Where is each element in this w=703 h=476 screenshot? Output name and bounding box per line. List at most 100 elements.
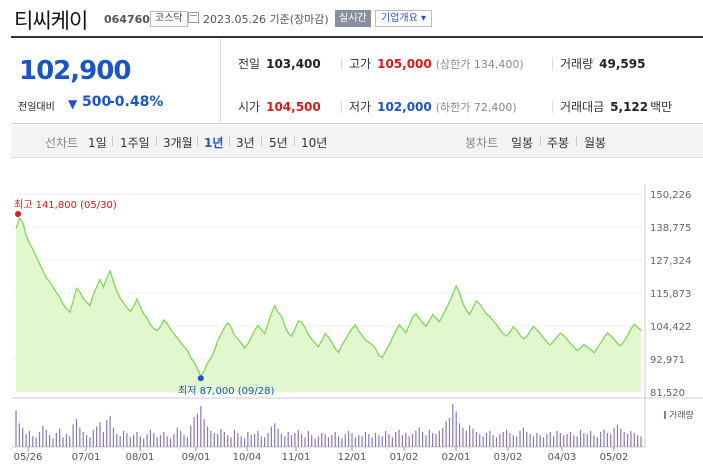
volume-bar <box>28 430 31 447</box>
volume-bar <box>479 434 481 447</box>
volume-bar <box>553 436 555 447</box>
volume-bar <box>502 431 504 447</box>
volume-bar <box>32 436 34 447</box>
volume-bar <box>200 406 202 447</box>
x-tick-label: 05/02 <box>600 452 629 463</box>
upper-limit: (상한가 134,400) <box>435 58 524 71</box>
volume-bar <box>274 423 276 447</box>
y-tick-label: 138,775 <box>650 223 691 234</box>
volume-legend-swatch <box>664 411 666 419</box>
volume-bar <box>448 417 451 447</box>
price-chart-svg[interactable]: 150,226 138,775 127,324 115,873 104,422 92,97… <box>0 160 703 476</box>
volume-bar <box>277 428 279 447</box>
volume-bar <box>516 436 518 447</box>
corp-info-dropdown[interactable]: 기업개요 ▾ <box>375 10 432 27</box>
high-value: 105,000 <box>377 57 432 71</box>
x-tick-label: 05/26 <box>14 452 43 463</box>
low-value: 102,000 <box>377 100 432 114</box>
volume-bar <box>620 428 622 447</box>
tab-weekly[interactable]: 주봉 <box>547 136 570 150</box>
tab-daily[interactable]: 일봉 <box>511 136 534 150</box>
volume-bar <box>193 416 195 447</box>
volume-bar <box>270 426 272 447</box>
volume-bar <box>294 433 296 447</box>
volume-bar <box>633 433 635 447</box>
volume-bar <box>583 433 585 447</box>
volume-bar <box>526 431 528 447</box>
volume-bar <box>22 427 24 447</box>
volume-bar <box>42 425 44 447</box>
tab-1day[interactable]: 1일 <box>88 136 107 150</box>
divider <box>540 136 541 146</box>
volume-bar <box>159 435 162 447</box>
volume-bar <box>586 434 588 447</box>
volume-bar <box>240 436 242 447</box>
volume-bar <box>522 427 524 447</box>
tab-monthly[interactable]: 월봉 <box>584 136 607 150</box>
volume-bar <box>112 427 115 447</box>
volume-bar <box>626 434 629 447</box>
x-tick-label: 09/01 <box>182 452 211 463</box>
volume-bar <box>156 437 158 447</box>
tab-1year[interactable]: 1년 <box>204 136 224 150</box>
stock-code: 064760 <box>104 13 150 26</box>
volume-bar <box>15 410 17 447</box>
open-value: 104,500 <box>266 100 321 114</box>
x-tick-label: 07/01 <box>72 452 101 463</box>
divider <box>552 58 553 70</box>
volume-bar <box>371 437 373 447</box>
quote-date: 2023.05.26 기준(장마감) <box>203 13 329 26</box>
volume-bar <box>391 437 393 447</box>
volume-bar <box>92 429 94 447</box>
volume-bar <box>49 435 51 447</box>
volume-bar <box>637 435 639 447</box>
volume-bar <box>563 435 565 447</box>
x-tick-label: 11/01 <box>282 452 311 463</box>
min-marker <box>197 375 204 382</box>
volume-bar <box>227 435 229 447</box>
volume-bar <box>529 434 531 447</box>
volume-bar <box>146 434 148 447</box>
volume-bar <box>163 431 165 447</box>
volume-bar <box>280 434 283 447</box>
divider <box>294 136 295 146</box>
tab-5year[interactable]: 5년 <box>269 136 288 150</box>
volume-bar <box>267 433 269 447</box>
volume-bar <box>593 435 595 447</box>
volume-bar <box>630 430 632 447</box>
volume-bar <box>475 431 477 447</box>
tab-3month[interactable]: 3개월 <box>163 136 193 150</box>
volume-bar <box>69 436 71 447</box>
open: 시가 104,500 <box>238 98 321 115</box>
tab-10year[interactable]: 10년 <box>301 136 328 150</box>
volume-bar <box>119 436 121 447</box>
volume-bar <box>79 427 81 447</box>
volume-bar <box>183 435 185 447</box>
volume-bar <box>425 435 427 447</box>
tab-1week[interactable]: 1주일 <box>120 136 150 150</box>
volume-bar <box>304 437 306 447</box>
volume-bar <box>606 433 608 447</box>
volume-legend: 거래량 <box>669 409 694 421</box>
volume-bar <box>290 435 293 447</box>
high-label: 고가 <box>349 57 372 71</box>
volume-bar <box>559 433 561 447</box>
min-label: 최저 87,000 (09/28) <box>178 385 274 397</box>
volume-bar <box>421 431 424 447</box>
tab-3year[interactable]: 3년 <box>236 136 255 150</box>
high: 고가 105,000 (상한가 134,400) <box>349 55 524 72</box>
low: 저가 102,000 (하한가 72,400) <box>349 98 517 115</box>
volume-bar <box>358 435 360 447</box>
volume-bar <box>361 436 363 447</box>
volume-bar <box>492 435 494 447</box>
volume-bar <box>72 424 74 447</box>
volume-bar <box>180 430 182 447</box>
x-tick-label: 02/01 <box>442 452 471 463</box>
divider <box>112 136 113 146</box>
price-chart[interactable]: 150,226 138,775 127,324 115,873 104,422 92,97… <box>0 160 703 476</box>
volume-bar <box>374 433 377 447</box>
volume-bar <box>176 427 178 447</box>
down-arrow-icon: ▼ <box>68 97 78 111</box>
realtime-button[interactable]: 실시간 <box>335 10 371 27</box>
divider <box>261 136 262 146</box>
